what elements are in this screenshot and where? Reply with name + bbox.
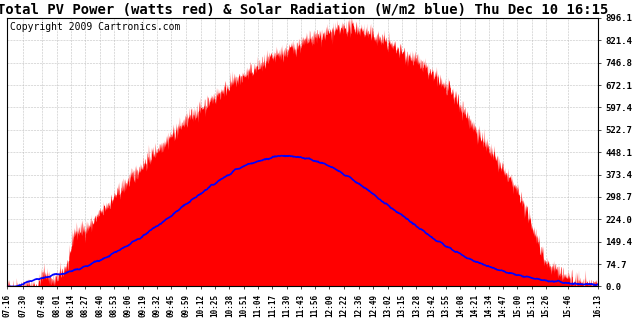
Title: Total PV Power (watts red) & Solar Radiation (W/m2 blue) Thu Dec 10 16:15: Total PV Power (watts red) & Solar Radia… — [0, 3, 608, 17]
Text: Copyright 2009 Cartronics.com: Copyright 2009 Cartronics.com — [10, 22, 180, 32]
